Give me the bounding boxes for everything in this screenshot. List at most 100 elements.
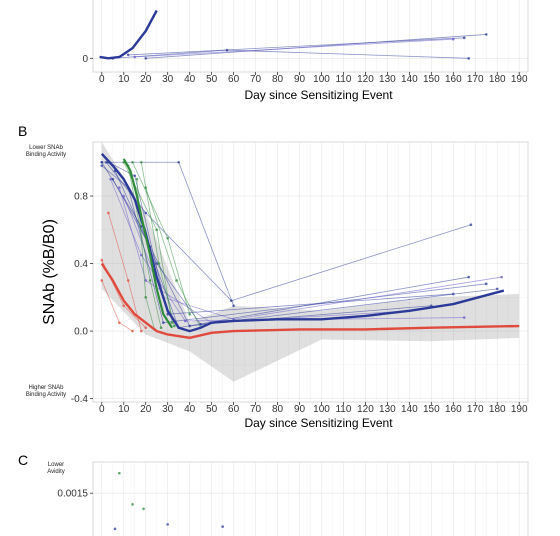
- x-tick-label: 100: [313, 404, 330, 415]
- annotation-top: Lower: [48, 462, 64, 468]
- x-tick-label: 10: [118, 74, 130, 85]
- data-point-green: [135, 177, 139, 181]
- data-point-blue: [162, 321, 165, 324]
- annotation-top: Avidity: [47, 469, 65, 475]
- data-point-blue: [111, 177, 115, 181]
- data-point-red: [107, 211, 110, 215]
- x-tick-label: 20: [140, 74, 152, 85]
- data-point-purple: [500, 275, 503, 279]
- plot-layer: [93, 142, 528, 402]
- series-line-blue: [108, 161, 454, 315]
- x-tick-label: 170: [467, 404, 484, 415]
- data-point-green: [118, 471, 121, 475]
- x-tick-label: 160: [445, 74, 462, 85]
- data-point-green: [131, 503, 134, 506]
- annotation-top: Lower SNAb: [29, 145, 63, 151]
- data-point-red: [126, 279, 130, 282]
- x-tick-label: 80: [272, 74, 284, 85]
- x-tick-label: 110: [335, 404, 351, 415]
- smooth-line-blue: [99, 9, 158, 60]
- data-point-red: [140, 329, 143, 333]
- annotation-bottom: Higher SNAb: [28, 385, 64, 391]
- data-point-blue: [221, 525, 224, 528]
- x-tick-label: 120: [357, 404, 374, 415]
- smooth-line-green: [122, 158, 174, 329]
- data-point-blue: [199, 323, 202, 326]
- data-point-green: [175, 279, 178, 282]
- data-point-green: [170, 321, 174, 324]
- data-point-green: [172, 324, 176, 328]
- x-tick-label: 140: [401, 74, 418, 85]
- data-point-blue: [144, 57, 148, 60]
- x-tick-label: 30: [162, 404, 174, 415]
- data-point-blue: [467, 57, 470, 60]
- y-tick-label: 0: [82, 54, 88, 65]
- series-line-blue: [105, 162, 471, 302]
- x-tick-label: 90: [294, 404, 306, 415]
- confidence-band: [101, 142, 520, 382]
- data-point-green: [140, 160, 143, 164]
- data-point-green: [142, 507, 145, 511]
- data-point-blue: [113, 527, 117, 531]
- x-tick-label: 140: [401, 404, 418, 415]
- x-tick-label: 100: [313, 74, 330, 85]
- x-tick-label: 50: [206, 74, 218, 85]
- panel-b: -0.4 0.0 0.4 0.8 0 10 20 30 40 50 60 70 80 90 100 110 12…: [26, 141, 529, 430]
- plot-layer: [93, 0, 528, 72]
- x-tick-label: 150: [423, 74, 440, 85]
- x-tick-label: 40: [184, 74, 196, 85]
- x-tick-label: 180: [489, 404, 506, 415]
- x-tick-label: 10: [118, 404, 130, 415]
- data-point-blue: [166, 523, 169, 526]
- data-point-purple: [133, 55, 137, 59]
- data-point-green: [157, 262, 161, 265]
- x-tick-label: 0: [99, 74, 105, 85]
- x-tick-label: 60: [228, 404, 240, 415]
- x-tick-label: 120: [357, 74, 374, 85]
- data-point-blue: [469, 223, 473, 227]
- series-line-blue: [128, 37, 465, 56]
- data-point-green: [159, 326, 163, 330]
- y-tick-label: 0.0015: [57, 489, 88, 500]
- x-tick-label: 110: [335, 74, 351, 85]
- x-tick-label: 130: [379, 404, 396, 415]
- x-tick-label: 20: [140, 404, 152, 415]
- data-point-purple: [109, 177, 112, 181]
- data-point-red: [122, 304, 126, 308]
- data-point-blue: [126, 53, 130, 57]
- x-tick-label: 70: [250, 404, 262, 415]
- data-point-blue: [452, 292, 455, 296]
- smooth-line-blue: [100, 153, 505, 333]
- data-point-green: [188, 312, 191, 316]
- data-point-blue: [100, 160, 104, 164]
- y-tick-label: -0.4: [71, 394, 89, 405]
- data-point-red: [118, 321, 121, 324]
- x-tick-label: 190: [511, 404, 528, 415]
- data-point-purple: [140, 253, 143, 257]
- data-point-blue: [177, 160, 180, 164]
- data-point-purple: [144, 279, 148, 282]
- data-point-blue: [467, 275, 470, 279]
- data-point-blue: [484, 282, 488, 286]
- x-tick-label: 130: [379, 74, 396, 85]
- data-point-green: [144, 296, 148, 299]
- data-point-blue: [188, 324, 191, 328]
- x-tick-label: 180: [489, 74, 506, 85]
- data-point-purple: [122, 194, 126, 198]
- series-line-purple: [134, 38, 454, 58]
- data-point-purple: [452, 37, 455, 41]
- data-point-red: [144, 326, 148, 330]
- x-tick-label: 60: [228, 74, 240, 85]
- data-point-purple: [183, 319, 187, 323]
- data-point-blue: [495, 287, 499, 291]
- data-point-blue: [100, 164, 104, 167]
- panel-a: 00 10 20 30 40 50 60 70 80 90 100 110 120 130 140 150 16…: [82, 0, 529, 102]
- x-tick-label: 160: [445, 404, 462, 415]
- x-tick-label: 50: [206, 404, 218, 415]
- data-point-red: [100, 279, 104, 282]
- data-point-blue: [462, 36, 466, 40]
- data-point-blue: [133, 174, 137, 178]
- annotation-bottom: Binding Activity: [26, 392, 66, 398]
- data-point-blue: [155, 262, 159, 265]
